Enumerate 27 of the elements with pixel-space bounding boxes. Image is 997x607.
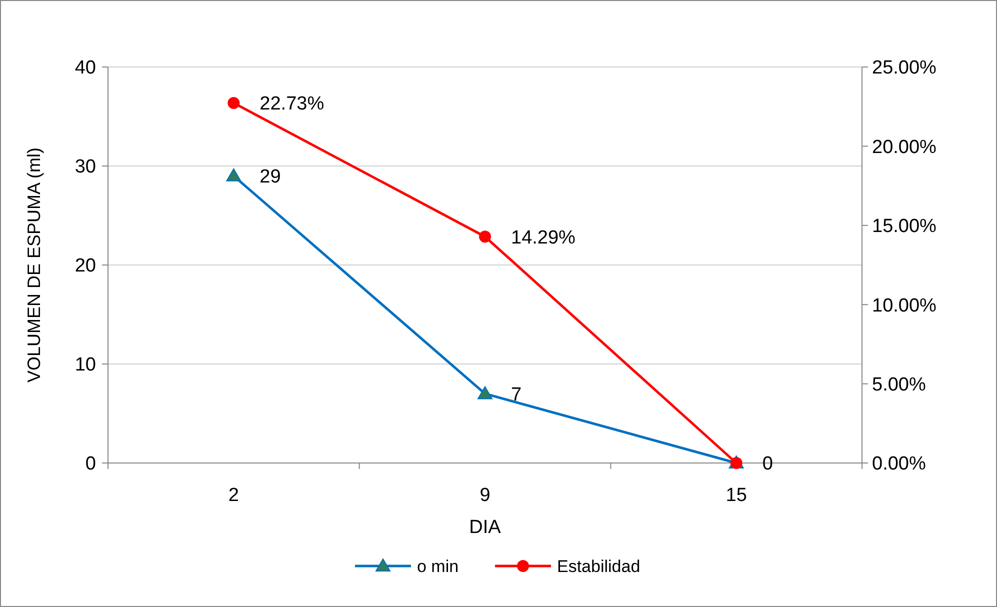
data-label: 22.73% — [260, 94, 324, 115]
legend-label: Estabilidad — [557, 556, 640, 576]
y-axis-title: VOLUMEN DE ESPUMA (ml) — [24, 147, 44, 383]
point — [479, 230, 491, 243]
data-label: 14.29% — [511, 227, 576, 248]
point — [226, 168, 242, 182]
y2-tick-label: 5.00% — [872, 374, 926, 396]
data-label: 29 — [260, 166, 281, 188]
data-label: 7 — [511, 384, 522, 406]
data-label: 0 — [762, 454, 773, 475]
y-tick-label: 0 — [85, 454, 96, 475]
x-tick-label: 2 — [228, 485, 239, 506]
legend-label: o min — [417, 556, 459, 576]
y2-tick-label: 10.00% — [872, 295, 937, 316]
point — [478, 386, 492, 400]
y2-tick-label: 15.00% — [872, 216, 937, 238]
point — [228, 96, 240, 109]
y-tick-label: 10 — [74, 354, 96, 376]
x-tick-label: 9 — [480, 485, 490, 506]
x-tick-label: 15 — [726, 485, 747, 506]
y-tick-label: 30 — [74, 156, 96, 178]
y2-tick-label: 20.00% — [872, 136, 937, 158]
y-tick-label: 20 — [74, 256, 96, 277]
y-tick-label: 40 — [74, 58, 96, 79]
y2-tick-label: 25.00% — [872, 58, 937, 79]
y2-tick-label: 0.00% — [872, 454, 926, 475]
x-axis-title: DIA — [469, 517, 502, 538]
